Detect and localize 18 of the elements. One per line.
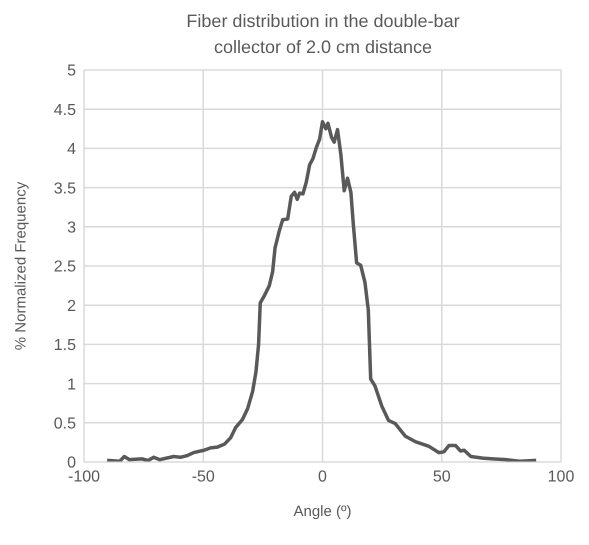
line-series <box>105 120 538 462</box>
y-tick-label: 3.5 <box>54 180 76 198</box>
y-tick-label: 5 <box>67 62 76 80</box>
y-tick-label: 4 <box>67 141 76 158</box>
y-tick-label: 3 <box>67 219 76 236</box>
y-axis-title: % Normalized Frequency <box>12 181 30 350</box>
x-tick-label: 0 <box>318 468 328 486</box>
x-axis-title: Angle (º) <box>293 503 352 520</box>
x-tick-label: 50 <box>432 468 451 486</box>
y-tick-label: 1 <box>67 376 76 394</box>
x-tick-label: -50 <box>192 468 215 486</box>
y-tick-label: 0.5 <box>54 415 76 432</box>
y-tick-label: 4.5 <box>54 102 76 119</box>
y-tick-label: 2.5 <box>54 258 76 276</box>
chart-title: Fiber distribution in the double-bar collector of 2.0 cm distance <box>185 10 461 59</box>
y-tick-label: 1.5 <box>54 337 76 354</box>
y-tick-label: 2 <box>67 298 76 315</box>
x-tick-label: 100 <box>548 468 574 486</box>
